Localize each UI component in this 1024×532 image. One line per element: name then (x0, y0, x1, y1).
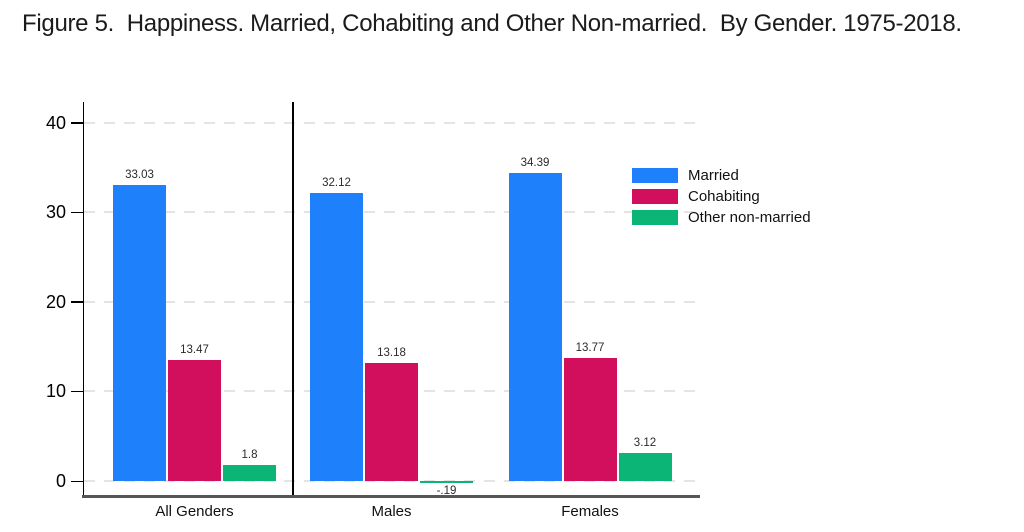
legend-swatch-married (632, 168, 678, 183)
y-axis-tick-10 (71, 390, 83, 393)
legend-label-other-non-married: Other non-married (688, 209, 811, 226)
group-separator-line (292, 102, 294, 495)
y-axis-tick-label-30: 30 (45, 202, 66, 223)
y-axis-tick-label-10: 10 (45, 381, 66, 402)
bar-males-married (310, 193, 363, 481)
bar-all-genders-married (113, 185, 166, 481)
y-axis-tick-0 (71, 480, 83, 482)
y-axis-tick-label-20: 20 (45, 291, 66, 312)
y-axis-line (82, 102, 84, 495)
bar-value-label: 13.47 (180, 344, 209, 357)
y-axis-tick-30 (71, 211, 83, 214)
bar-females-other-non-married (618, 453, 672, 481)
gridline-y20 (84, 300, 700, 303)
legend-label-married: Married (688, 167, 739, 184)
bar-value-label: 13.77 (575, 341, 605, 354)
bar-females-married (508, 172, 562, 481)
bar-all-genders-other-non-married (223, 464, 276, 481)
bar-males-cohabiting (365, 362, 418, 481)
bar-males-other-non-married (420, 481, 473, 483)
gridline-y0 (84, 480, 700, 482)
legend-swatch-cohabiting (632, 189, 678, 204)
bar-females-cohabiting (563, 357, 617, 481)
y-axis-tick-20 (71, 301, 83, 303)
bar-value-label: 1.8 (241, 448, 258, 461)
bar-value-label: 3.12 (633, 437, 657, 450)
bar-value-label: 13.18 (377, 346, 406, 359)
y-axis-tick-40 (71, 122, 83, 124)
figure-title: Figure 5. Happiness. Married, Cohabiting… (22, 10, 962, 37)
category-label-all-genders: All Genders (155, 503, 234, 520)
bar-value-label: 32.12 (322, 177, 351, 190)
gridline-y30 (84, 211, 700, 214)
y-axis-tick-label-0: 0 (55, 471, 66, 491)
bar-value-label: 33.03 (125, 169, 154, 182)
legend-swatch-other-non-married (632, 210, 678, 225)
y-axis-tick-label-40: 40 (45, 112, 66, 133)
x-axis-line (82, 495, 700, 498)
bar-value-label: -.19 (436, 484, 457, 497)
legend-label-cohabiting: Cohabiting (688, 188, 760, 205)
category-label-males: Males (371, 503, 412, 520)
bar-all-genders-cohabiting (168, 360, 221, 481)
bar-value-label: 34.39 (520, 156, 550, 169)
gridline-y40 (84, 121, 700, 124)
category-label-females: Females (561, 503, 619, 520)
